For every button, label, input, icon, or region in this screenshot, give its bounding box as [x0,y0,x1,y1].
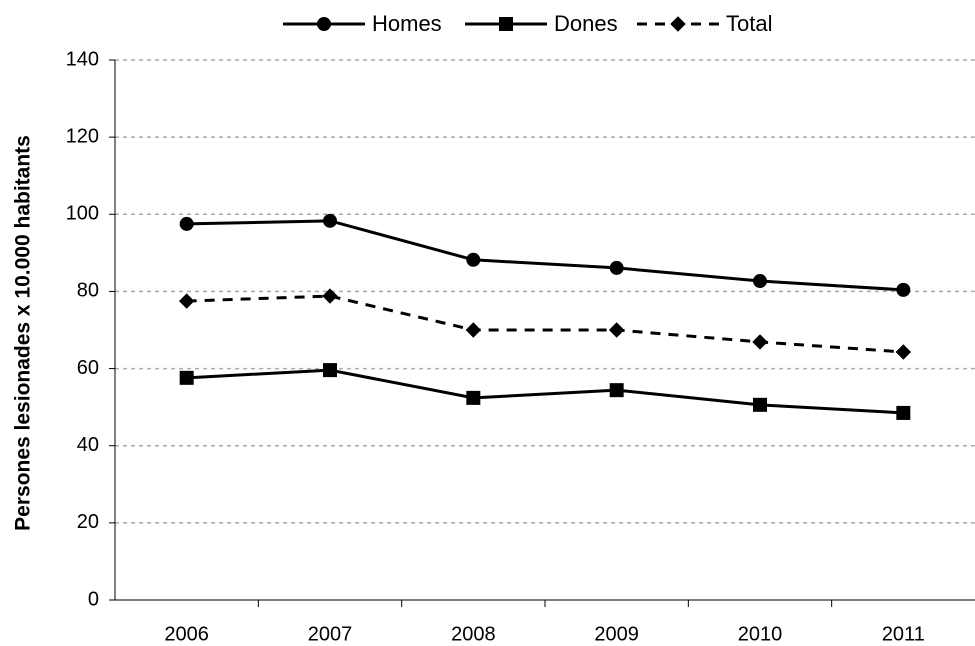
series-line [186,219,904,292]
x-tick-label: 2009 [594,623,639,645]
y-tick-label: 40 [77,434,99,456]
legend-label: Homes [372,11,442,36]
data-point [609,383,624,398]
data-point [895,344,912,360]
y-tick-label: 140 [66,48,99,70]
data-point [179,216,194,231]
legend-label: Total [726,11,772,36]
legend-marker [317,17,331,31]
data-point [896,405,911,420]
data-point [752,334,768,350]
data-point [322,288,338,304]
data-point [608,322,625,338]
x-tick-label: 2007 [308,623,353,645]
data-point [609,260,624,275]
x-tick-label: 2011 [882,623,925,645]
y-tick-label: 60 [77,357,99,379]
data-point [896,282,911,297]
data-point [179,370,194,385]
x-tick-label: 2010 [738,623,783,645]
series-line [186,368,904,415]
data-point [178,293,195,309]
legend-marker [670,16,686,32]
data-point [323,213,337,228]
y-tick-label: 80 [77,280,99,302]
y-tick-label: 120 [66,125,99,147]
y-axis-label: Persones lesionades x 10.000 habitants [12,135,35,531]
y-tick-label: 100 [66,203,99,225]
data-point [323,363,337,378]
x-tick-label: 2008 [451,623,496,645]
data-point [753,274,767,289]
data-point [466,390,481,405]
legend-marker [499,17,513,31]
series-line [186,294,904,354]
y-tick-label: 20 [77,511,99,533]
data-point [466,252,481,267]
y-tick-label: 0 [88,588,99,610]
x-tick-label: 2006 [164,623,209,645]
legend-label: Dones [554,11,618,36]
data-point [465,322,482,338]
data-point [753,397,767,412]
